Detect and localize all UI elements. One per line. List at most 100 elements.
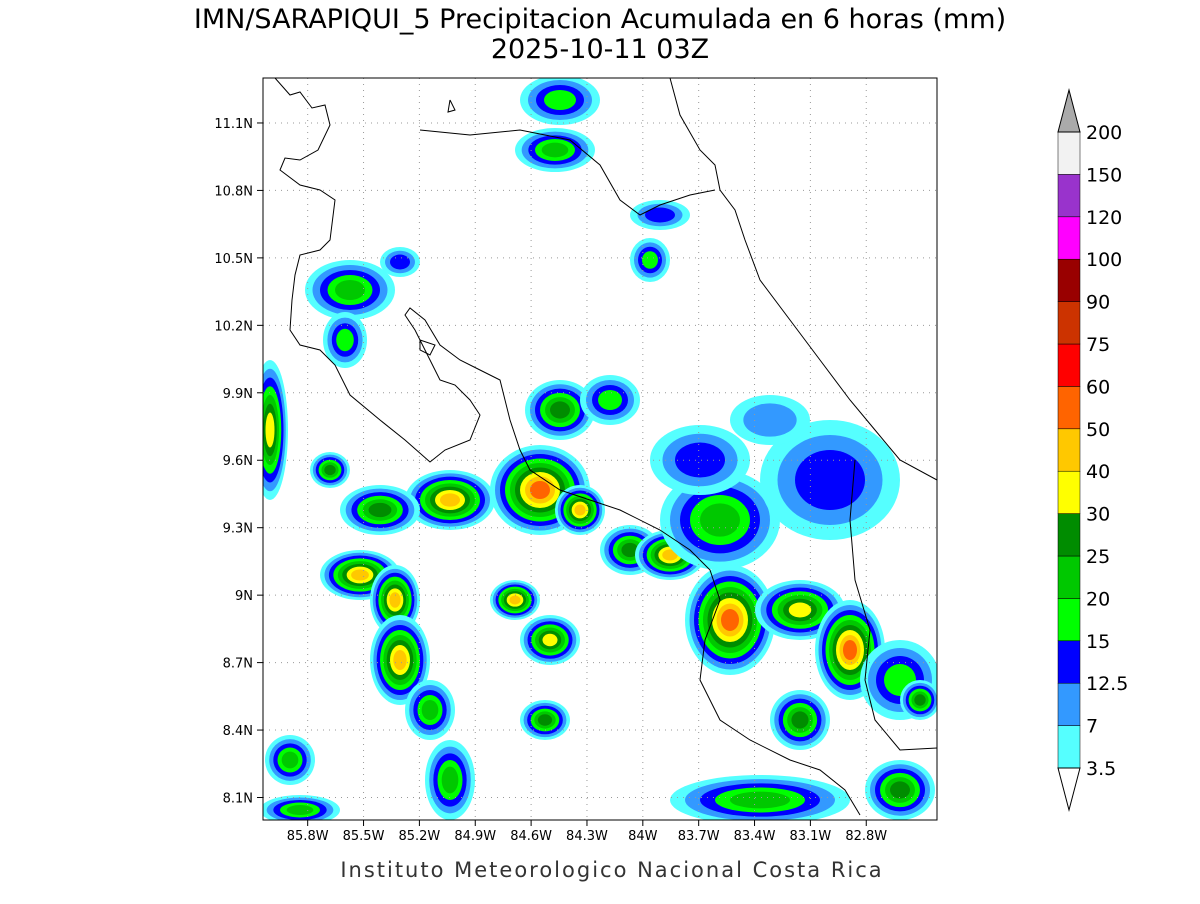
colorbar-segment [1057,131,1081,175]
precip-contour [662,549,678,561]
y-tick-label: 10.5N [214,252,253,267]
colorbar-segment [1057,598,1081,642]
map-title: IMN/SARAPIQUI_5 Precipitacion Acumulada … [194,4,1006,35]
precip-contour [324,464,336,476]
y-tick-label: 11.1N [214,117,253,132]
colorbar-segment [1057,343,1081,387]
precip-contour [335,280,365,300]
precip-contour [843,640,857,660]
precip-contour [542,633,558,647]
colorbar-segment [1057,301,1081,345]
precip-contour [598,390,622,410]
precip-contour [621,542,639,558]
precip-contour [642,251,658,269]
colorbar-label: 150 [1086,164,1122,186]
y-tick-label: 8.1N [223,792,253,807]
colorbar-label: 100 [1086,249,1122,271]
colorbar-label: 60 [1086,376,1110,398]
y-tick-label: 8.4N [223,724,253,739]
coastline [274,78,861,816]
coastline [669,78,937,481]
precip-contour [574,504,586,516]
colorbar-segment [1057,470,1081,514]
x-tick-label: 83.1W [789,829,831,844]
y-tick-label: 9N [235,589,253,604]
y-tick-label: 9.3N [223,522,253,537]
precip-contour [791,711,809,729]
y-tick-label: 9.9N [223,387,253,402]
precip-contour [389,592,401,608]
colorbar-label: 20 [1086,588,1110,610]
precip-contour [441,766,459,794]
precip-contour [700,503,740,537]
colorbar-label: 200 [1086,122,1122,144]
colorbar-segment [1057,555,1081,599]
coastline [419,339,436,356]
precip-contour [390,254,410,270]
grid [257,78,937,826]
border [419,129,716,216]
colorbar-label: 50 [1086,419,1110,441]
coastline [447,99,456,113]
x-tick-label: 84.3W [566,829,608,844]
precip-contour [509,595,521,605]
precip-field [263,78,937,820]
y-tick-label: 9.6N [223,454,253,469]
colorbar-label: 3.5 [1086,758,1116,780]
colorbar-segment [1057,174,1081,218]
precip-contour [286,805,314,815]
colorbar-segment [1057,216,1081,260]
precip-contour [421,700,439,720]
precip-contour [721,609,739,631]
map-subtitle: 2025-10-11 03Z [491,34,709,65]
precip-contour [550,401,570,419]
precip-contour [675,442,725,478]
map-frame [262,77,938,821]
colorbar-label: 12.5 [1086,673,1128,695]
colorbar-segment [1057,682,1081,726]
y-tick-label: 10.8N [214,184,253,199]
precip-contour [351,569,369,581]
x-tick-label: 83.4W [734,829,776,844]
precip-contour [393,650,407,670]
precip-contour [788,602,812,618]
x-tick-label: 83.7W [678,829,720,844]
colorbar-label: 40 [1086,461,1110,483]
y-tick-label: 10.2N [214,319,253,334]
x-tick-label: 85.5W [343,829,385,844]
x-tick-label: 84.9W [454,829,496,844]
precip-contour [281,751,299,769]
precip-contour [530,481,550,499]
x-tick-label: 84W [628,829,658,844]
coastlines [274,78,937,816]
colorbar-label: 15 [1086,631,1110,653]
colorbar-segment [1057,258,1081,302]
precip-contour [537,714,553,726]
precip-contour [541,142,569,158]
border [849,459,937,751]
colorbar-label: 120 [1086,207,1122,229]
colorbar: 3.5 7 12.5 15 20 25 30 40 50 60 75 90 100 120 150 200 [1057,88,1128,812]
colorbar-label: 90 [1086,292,1110,314]
x-tick-label: 85.2W [398,829,440,844]
colorbar-label: 7 [1086,716,1098,738]
colorbar-label: 75 [1086,334,1110,356]
precip-contour [336,328,354,352]
colorbar-segment [1057,640,1081,684]
precip-contour [440,493,460,507]
colorbar-label: 30 [1086,504,1110,526]
colorbar-label: 25 [1086,546,1110,568]
precip-contour [645,207,675,223]
precip-contour [743,403,797,437]
precip-contour [890,781,910,799]
footer: Instituto Meteorologico Nacional Costa R… [340,858,883,882]
y-tick-label: 8.7N [223,657,253,672]
x-tick-label: 82.8W [845,829,887,844]
colorbar-over [1057,88,1081,133]
colorbar-under [1057,767,1081,812]
colorbar-segment [1057,428,1081,472]
precip-contour [730,791,790,809]
precip-contour [544,90,576,110]
